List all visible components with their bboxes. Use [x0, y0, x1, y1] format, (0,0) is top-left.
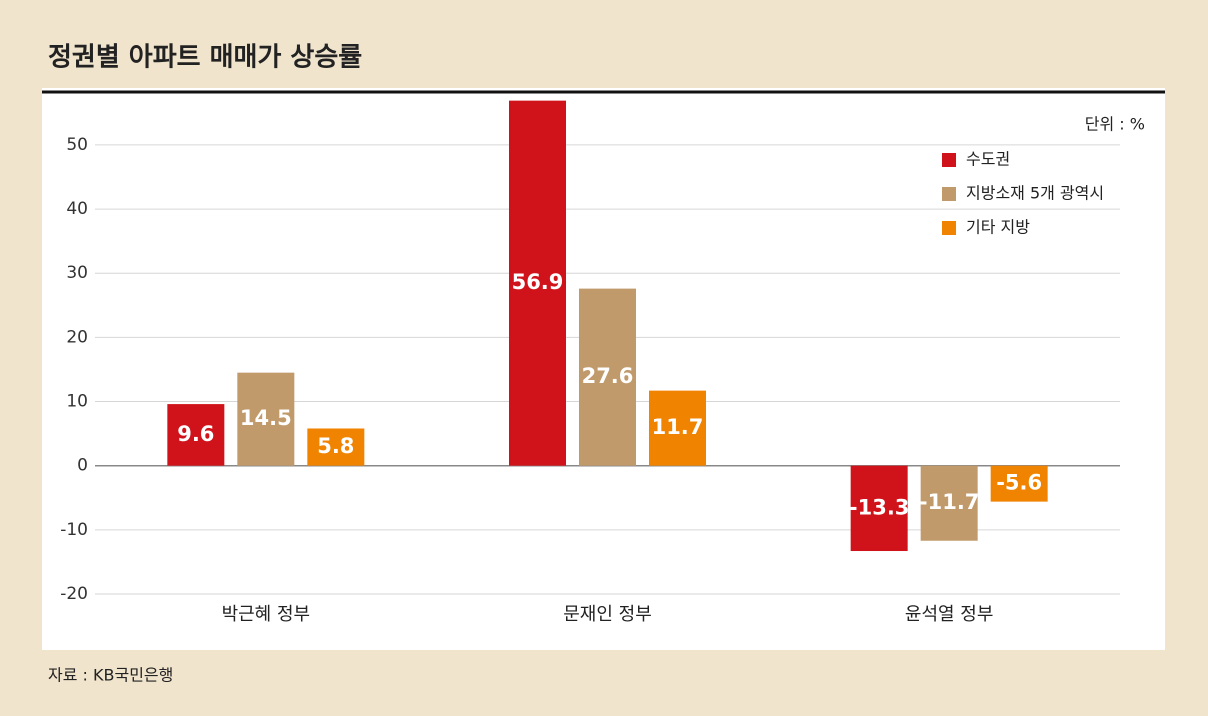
y-tick-label: 30: [66, 263, 88, 283]
legend-label: 수도권: [966, 150, 1010, 169]
y-tick-label: 0: [77, 456, 88, 476]
y-tick-label: 20: [66, 327, 88, 347]
bar: [579, 288, 636, 466]
bar: [990, 465, 1048, 502]
y-tick-label: 50: [66, 135, 88, 155]
bar: [850, 465, 908, 552]
value-label: 27.6: [582, 364, 634, 388]
bar: [167, 404, 225, 466]
chart-title: 정권별 아파트 매매가 상승률: [48, 43, 362, 73]
value-label: 11.7: [652, 415, 704, 439]
value-label: 56.9: [512, 270, 564, 294]
value-label: -11.7: [919, 490, 980, 514]
bar: [307, 428, 365, 466]
bar: [649, 390, 706, 466]
bar: [920, 465, 978, 541]
y-tick-label: 40: [66, 199, 88, 219]
bar: [237, 372, 295, 466]
legend-swatch: [942, 153, 956, 167]
legend-swatch: [942, 221, 956, 235]
legend-swatch: [942, 187, 956, 201]
value-label: -13.3: [849, 495, 910, 519]
value-label: 9.6: [177, 422, 214, 446]
x-tick-label: 박근혜 정부: [222, 604, 311, 625]
x-tick-label: 윤석열 정부: [905, 604, 994, 625]
bar: [509, 100, 566, 466]
value-label: -5.6: [996, 471, 1042, 495]
unit-label: 단위 : %: [1085, 115, 1145, 134]
y-tick-label: -20: [60, 584, 88, 604]
x-tick-label: 문재인 정부: [563, 604, 652, 625]
source: 자료 : KB국민은행: [48, 666, 173, 685]
legend-label: 기타 지방: [966, 218, 1030, 237]
value-label: 5.8: [317, 434, 354, 458]
y-tick-label: -10: [60, 520, 88, 540]
legend-label: 지방소재 5개 광역시: [966, 184, 1104, 203]
y-tick-label: 10: [66, 392, 88, 412]
value-label: 14.5: [240, 406, 292, 430]
